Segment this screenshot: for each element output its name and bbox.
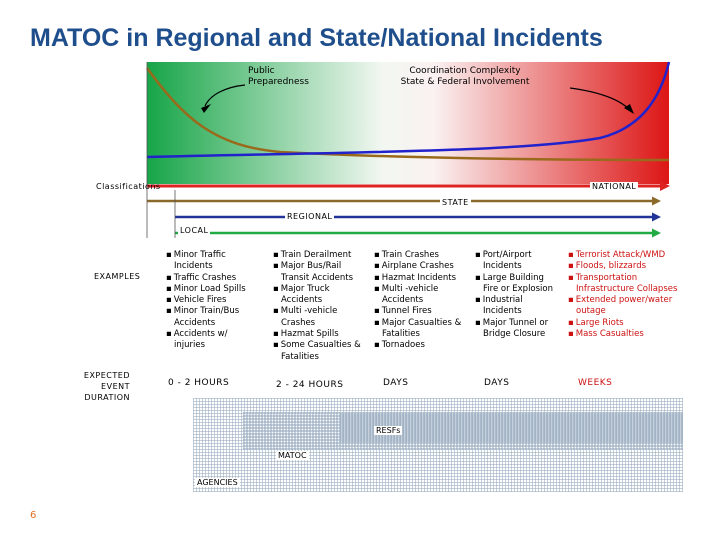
- examples-column-state-2: Port/Airport Incidents Large Building Fi…: [475, 250, 555, 340]
- list-item: Hazmat Incidents: [374, 273, 464, 284]
- list-item: Major Truck Accidents: [273, 284, 368, 307]
- matoc-label: MATOC: [276, 451, 309, 460]
- list-item: Floods, blizzards: [568, 261, 686, 272]
- national-arrowhead: [660, 181, 670, 191]
- list-item: Minor Train/Bus Accidents: [166, 306, 261, 329]
- duration-label: EXPECTED EVENT DURATION: [83, 371, 130, 402]
- list-item: Major Casualties & Fatalities: [374, 318, 464, 341]
- list-item: Terrorist Attack/WMD: [568, 250, 686, 261]
- preparedness-pointer: [204, 84, 246, 107]
- duration-national: WEEKS: [578, 378, 613, 388]
- list-item: Port/Airport Incidents: [475, 250, 555, 273]
- list-item: Transportation Infrastructure Collapses: [568, 273, 686, 296]
- list-item: Train Derailment: [273, 250, 368, 261]
- list-item: Large Building Fire or Explosion: [475, 273, 555, 296]
- list-item: Some Casualties & Fatalities: [273, 340, 368, 363]
- list-item: Tornadoes: [374, 340, 464, 351]
- agencies-label: AGENCIES: [195, 478, 240, 487]
- examples-column-state: Train Crashes Airplane Crashes Hazmat In…: [374, 250, 464, 352]
- local-arrowhead: [652, 228, 661, 238]
- duration-state: DAYS: [383, 378, 409, 388]
- regional-arrowhead: [652, 212, 661, 222]
- public-preparedness-label: Public Preparedness: [248, 66, 309, 87]
- list-item: Accidents w/ injuries: [166, 329, 261, 352]
- list-item: Minor Traffic Incidents: [166, 250, 261, 273]
- state-arrowhead: [652, 196, 661, 206]
- examples-column-national: Terrorist Attack/WMD Floods, blizzards T…: [568, 250, 686, 340]
- list-item: Large Riots: [568, 318, 686, 329]
- coordination-pointer-head: [624, 104, 634, 114]
- classifications-label: Classifications: [96, 182, 161, 191]
- list-item: Tunnel Fires: [374, 306, 464, 317]
- gradient-background: [147, 62, 669, 184]
- examples-label: EXAMPLES: [94, 272, 141, 281]
- list-item: Multi -vehicle Accidents: [374, 284, 464, 307]
- duration-regional: 2 - 24 HOURS: [276, 380, 344, 390]
- list-item: Traffic Crashes: [166, 273, 261, 284]
- examples-column-regional: Train Derailment Major Bus/Rail Transit …: [273, 250, 368, 363]
- list-item: Mass Casualties: [568, 329, 686, 340]
- list-item: Major Bus/Rail Transit Accidents: [273, 261, 368, 284]
- list-item: Hazmat Spills: [273, 329, 368, 340]
- list-item: Extended power/water outage: [568, 295, 686, 318]
- page-number: 6: [30, 510, 37, 521]
- state-label: STATE: [440, 198, 471, 207]
- preparedness-pointer-head: [201, 104, 211, 113]
- regional-label: REGIONAL: [285, 212, 335, 221]
- coordination-label: Coordination Complexity State & Federal …: [400, 66, 530, 87]
- list-item: Train Crashes: [374, 250, 464, 261]
- list-item: Industrial Incidents: [475, 295, 555, 318]
- list-item: Multi -vehicle Crashes: [273, 306, 368, 329]
- duration-state-2: DAYS: [484, 378, 510, 388]
- page-title: MATOC in Regional and State/National Inc…: [30, 24, 603, 52]
- list-item: Vehicle Fires: [166, 295, 261, 306]
- list-item: Airplane Crashes: [374, 261, 464, 272]
- coordination-curve: [146, 61, 671, 159]
- duration-local: 0 - 2 HOURS: [168, 378, 230, 388]
- examples-column-local: Minor Traffic Incidents Traffic Crashes …: [166, 250, 261, 352]
- resfs-label: RESFs: [374, 426, 403, 435]
- list-item: Minor Load Spills: [166, 284, 261, 295]
- list-item: Major Tunnel or Bridge Closure: [475, 318, 555, 341]
- complexity-chart: [145, 61, 671, 238]
- national-label: NATIONAL: [590, 182, 639, 191]
- local-label: LOCAL: [178, 226, 211, 235]
